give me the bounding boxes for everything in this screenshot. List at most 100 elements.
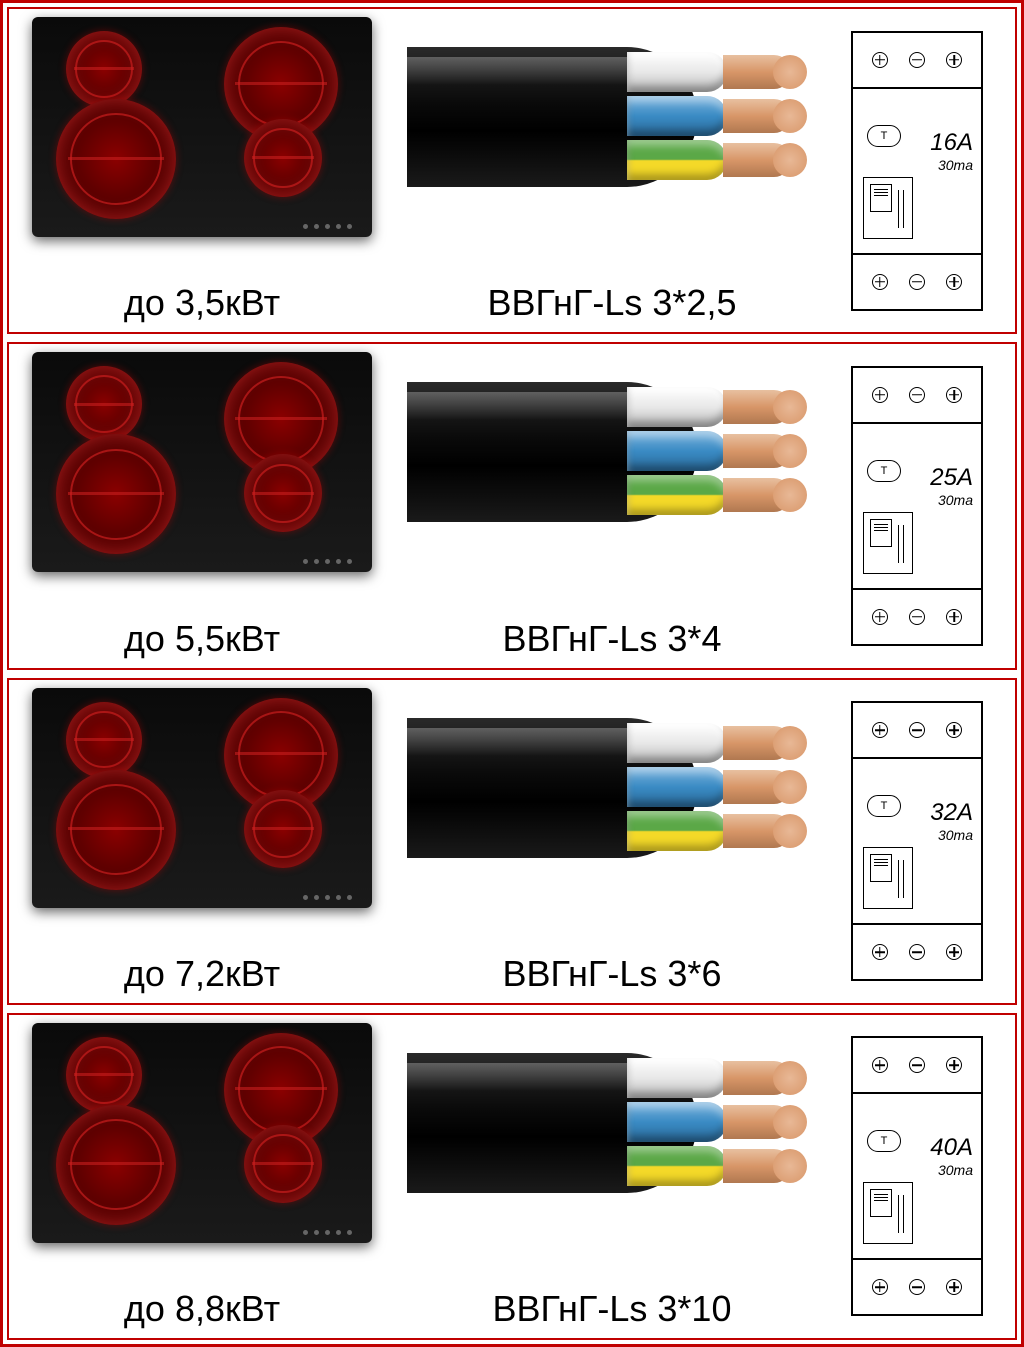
breaker-column: T 16A 30ma bbox=[827, 17, 997, 324]
screw-icon bbox=[909, 944, 925, 960]
screw-icon bbox=[946, 52, 962, 68]
cooktop-icon bbox=[32, 1023, 372, 1243]
spec-row: до 8,8кВт ВВГнГ-Ls 3*10 bbox=[7, 1013, 1017, 1340]
burner-icon bbox=[244, 1125, 322, 1203]
cooktop-controls-icon bbox=[303, 1230, 352, 1235]
breaker-body: T 32A 30ma bbox=[853, 759, 981, 923]
screw-icon bbox=[946, 387, 962, 403]
screw-icon bbox=[946, 1279, 962, 1295]
screw-icon bbox=[872, 944, 888, 960]
wire-blue bbox=[627, 764, 807, 810]
breaker-switch bbox=[863, 1182, 913, 1244]
breaker-amperage: 16A bbox=[930, 129, 973, 157]
cooktop-icon bbox=[32, 17, 372, 237]
screw-icon bbox=[909, 1057, 925, 1073]
power-label: до 7,2кВт bbox=[124, 945, 280, 995]
test-button-icon: T bbox=[867, 125, 901, 147]
power-label: до 8,8кВт bbox=[124, 1280, 280, 1330]
burner-icon bbox=[244, 790, 322, 868]
burner-icon bbox=[66, 31, 142, 107]
breaker-column: T 40A 30ma bbox=[827, 1023, 997, 1330]
cable-icon bbox=[407, 352, 817, 552]
circuit-breaker-icon: T 16A 30ma bbox=[851, 31, 983, 311]
power-label: до 3,5кВт bbox=[124, 274, 280, 324]
breaker-terminals-top bbox=[853, 368, 981, 424]
cable-label: ВВГнГ-Ls 3*10 bbox=[493, 1280, 732, 1330]
breaker-body: T 16A 30ma bbox=[853, 89, 981, 253]
wire-green-yellow bbox=[627, 472, 807, 518]
cooktop-controls-icon bbox=[303, 559, 352, 564]
cable-column: ВВГнГ-Ls 3*10 bbox=[387, 1023, 827, 1330]
breaker-leakage: 30ma bbox=[930, 157, 973, 173]
cooktop-column: до 8,8кВт bbox=[17, 1023, 387, 1330]
screw-icon bbox=[909, 387, 925, 403]
burner-icon bbox=[56, 99, 176, 219]
screw-icon bbox=[946, 1057, 962, 1073]
wire-green-yellow bbox=[627, 137, 807, 183]
switch-toggle-icon bbox=[870, 854, 892, 882]
cable-label: ВВГнГ-Ls 3*4 bbox=[503, 610, 722, 660]
burner-icon bbox=[66, 702, 142, 778]
screw-icon bbox=[872, 274, 888, 290]
cable-icon bbox=[407, 688, 817, 888]
breaker-leakage: 30ma bbox=[930, 1162, 973, 1178]
screw-icon bbox=[946, 722, 962, 738]
wire-white bbox=[627, 384, 807, 430]
cable-wires bbox=[627, 720, 807, 852]
spec-row: до 3,5кВт ВВГнГ-Ls 3*2,5 bbox=[7, 7, 1017, 334]
burner-icon bbox=[66, 1037, 142, 1113]
breaker-rating: 25A 30ma bbox=[930, 464, 973, 508]
screw-icon bbox=[909, 52, 925, 68]
cable-column: ВВГнГ-Ls 3*6 bbox=[387, 688, 827, 995]
screw-icon bbox=[909, 1279, 925, 1295]
screw-icon bbox=[872, 1279, 888, 1295]
test-button-icon: T bbox=[867, 460, 901, 482]
spec-row: до 5,5кВт ВВГнГ-Ls 3*4 bbox=[7, 342, 1017, 669]
cable-label: ВВГнГ-Ls 3*6 bbox=[503, 945, 722, 995]
breaker-terminals-bottom bbox=[853, 588, 981, 644]
burner-icon bbox=[66, 366, 142, 442]
screw-icon bbox=[946, 609, 962, 625]
breaker-switch bbox=[863, 847, 913, 909]
breaker-terminals-top bbox=[853, 33, 981, 89]
cooktop-column: до 7,2кВт bbox=[17, 688, 387, 995]
circuit-breaker-icon: T 40A 30ma bbox=[851, 1036, 983, 1316]
screw-icon bbox=[872, 722, 888, 738]
cooktop-icon bbox=[32, 688, 372, 908]
burner-icon bbox=[244, 119, 322, 197]
breaker-leakage: 30ma bbox=[930, 827, 973, 843]
screw-icon bbox=[946, 274, 962, 290]
screw-icon bbox=[909, 722, 925, 738]
breaker-body: T 40A 30ma bbox=[853, 1094, 981, 1258]
switch-toggle-icon bbox=[870, 184, 892, 212]
test-button-icon: T bbox=[867, 795, 901, 817]
cable-icon bbox=[407, 1023, 817, 1223]
breaker-column: T 25A 30ma bbox=[827, 352, 997, 659]
power-label: до 5,5кВт bbox=[124, 610, 280, 660]
wire-blue bbox=[627, 1099, 807, 1145]
screw-icon bbox=[946, 944, 962, 960]
cable-label: ВВГнГ-Ls 3*2,5 bbox=[488, 274, 737, 324]
breaker-terminals-bottom bbox=[853, 1258, 981, 1314]
cooktop-column: до 5,5кВт bbox=[17, 352, 387, 659]
wire-white bbox=[627, 1055, 807, 1101]
screw-icon bbox=[909, 609, 925, 625]
cable-column: ВВГнГ-Ls 3*4 bbox=[387, 352, 827, 659]
burner-icon bbox=[56, 1105, 176, 1225]
screw-icon bbox=[872, 387, 888, 403]
screw-icon bbox=[909, 274, 925, 290]
wire-blue bbox=[627, 428, 807, 474]
spec-row: до 7,2кВт ВВГнГ-Ls 3*6 bbox=[7, 678, 1017, 1005]
wire-green-yellow bbox=[627, 1143, 807, 1189]
breaker-switch bbox=[863, 512, 913, 574]
burner-icon bbox=[56, 434, 176, 554]
switch-toggle-icon bbox=[870, 519, 892, 547]
breaker-leakage: 30ma bbox=[930, 492, 973, 508]
switch-toggle-icon bbox=[870, 1189, 892, 1217]
wire-green-yellow bbox=[627, 808, 807, 854]
screw-icon bbox=[872, 609, 888, 625]
burner-icon bbox=[56, 770, 176, 890]
breaker-terminals-bottom bbox=[853, 923, 981, 979]
wire-white bbox=[627, 49, 807, 95]
circuit-breaker-icon: T 32A 30ma bbox=[851, 701, 983, 981]
